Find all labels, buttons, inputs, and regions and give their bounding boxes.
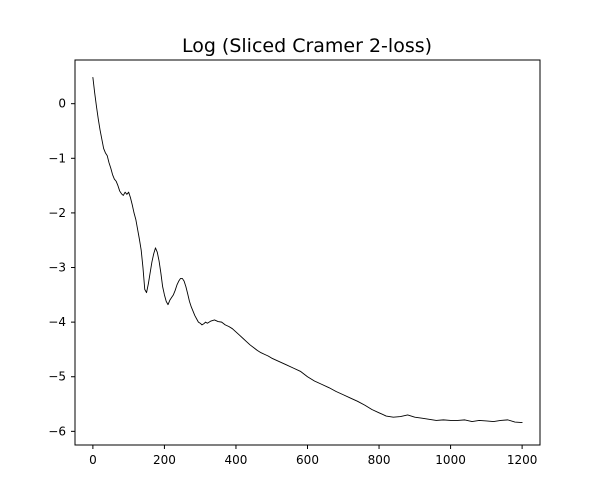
x-tick-label: 800 (368, 453, 391, 467)
y-tick-label: −6 (48, 424, 66, 438)
x-tick-label: 1000 (435, 453, 466, 467)
plot-area (92, 77, 523, 424)
y-tick-label: −5 (48, 370, 66, 384)
x-tick-label: 600 (296, 453, 319, 467)
y-axis: 0 −1 −2 −3 −4 −5 −6 (48, 97, 75, 438)
y-tick-label: 0 (58, 97, 66, 111)
y-tick-label: −1 (48, 151, 66, 165)
x-tick-label: 200 (153, 453, 176, 467)
y-tick-label: −4 (48, 315, 66, 329)
x-tick-label: 1200 (507, 453, 538, 467)
y-tick-label: −2 (48, 206, 66, 220)
x-tick-label: 400 (225, 453, 248, 467)
x-axis: 0 200 400 600 800 1000 1200 (89, 445, 537, 467)
axes-frame (74, 59, 541, 446)
chart-title: Log (Sliced Cramer 2-loss) (182, 35, 432, 57)
series-line-0 (92, 77, 523, 424)
x-tick-label: 0 (89, 453, 97, 467)
y-tick-label: −3 (48, 261, 66, 275)
